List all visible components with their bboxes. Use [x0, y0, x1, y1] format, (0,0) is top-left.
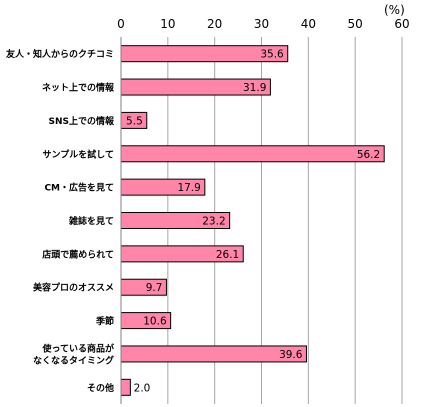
x-tick-label: 10 [160, 17, 175, 31]
category-label: CM・広告を見て [44, 182, 114, 194]
data-label: 10.6 [143, 316, 167, 328]
data-label: 2.0 [134, 382, 151, 394]
x-tick-label: 30 [254, 17, 269, 31]
bar [120, 378, 131, 396]
x-tick-label: 60 [394, 17, 409, 31]
data-label: 17.9 [177, 182, 200, 194]
category-label: 友人・知人からのクチコミ [6, 48, 114, 60]
data-label: 35.6 [260, 49, 284, 61]
category-label: 美容プロのオススメ [33, 282, 114, 294]
category-label: 季節 [95, 315, 114, 327]
category-label: サンプルを試して [43, 148, 114, 160]
data-label: 56.2 [357, 149, 380, 161]
unit-label: (%) [384, 3, 405, 17]
x-tick-label: 20 [207, 17, 222, 31]
category-label: その他 [87, 382, 114, 394]
category-label: なくなるタイミング [33, 354, 114, 366]
data-label: 9.7 [146, 282, 163, 294]
x-tick-label: 40 [301, 17, 316, 31]
category-label: SNS上での情報 [49, 115, 115, 127]
data-label: 5.5 [126, 115, 143, 127]
x-tick-label: 50 [348, 17, 363, 31]
bar [120, 145, 385, 163]
category-label: 店頭で薦められて [42, 248, 114, 260]
category-label: 使っている商品が [41, 342, 115, 354]
category-label: ネット上での情報 [42, 82, 115, 94]
grid-lines [167, 37, 403, 404]
x-tick-label: 0 [117, 17, 125, 31]
data-label: 26.1 [216, 249, 239, 261]
data-labels: 35.6 31.9 5.5 56.2 17.9 23.2 26.1 9.7 10.6 39.6 2.… [126, 49, 380, 395]
data-label: 23.2 [202, 216, 225, 228]
data-label: 31.9 [243, 82, 266, 94]
category-label: 雑誌を見て [68, 215, 114, 227]
bars [120, 45, 385, 396]
data-label: 39.6 [279, 349, 303, 361]
x-axis-ticks: 0 10 20 30 40 50 60 [117, 17, 409, 31]
